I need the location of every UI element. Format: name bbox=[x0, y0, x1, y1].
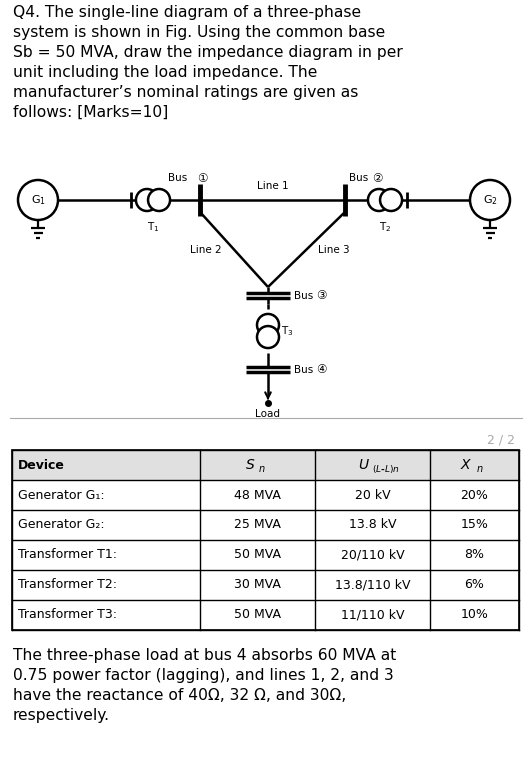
Text: 50 MVA: 50 MVA bbox=[234, 608, 281, 622]
Circle shape bbox=[470, 180, 510, 220]
Circle shape bbox=[257, 326, 279, 348]
Text: Line 2: Line 2 bbox=[190, 245, 222, 255]
Text: $n$: $n$ bbox=[476, 464, 483, 474]
Text: 48 MVA: 48 MVA bbox=[234, 488, 281, 502]
Text: 13.8 kV: 13.8 kV bbox=[349, 518, 396, 532]
Text: 13.8/110 kV: 13.8/110 kV bbox=[335, 579, 410, 591]
Text: Q4. The single-line diagram of a three-phase
system is shown in Fig. Using the c: Q4. The single-line diagram of a three-p… bbox=[13, 5, 403, 120]
Text: Generator G₁:: Generator G₁: bbox=[18, 488, 105, 502]
Text: 15%: 15% bbox=[461, 518, 488, 532]
Text: G$_2$: G$_2$ bbox=[483, 193, 497, 207]
Text: ④: ④ bbox=[316, 363, 327, 376]
Text: The three-phase load at bus 4 absorbs 60 MVA at
0.75 power factor (lagging), and: The three-phase load at bus 4 absorbs 60… bbox=[13, 648, 396, 723]
Text: Load: Load bbox=[255, 409, 280, 419]
Text: Transformer T2:: Transformer T2: bbox=[18, 579, 117, 591]
Circle shape bbox=[136, 189, 158, 211]
Text: $U$: $U$ bbox=[358, 458, 370, 472]
Circle shape bbox=[368, 189, 390, 211]
Text: Bus: Bus bbox=[294, 291, 317, 300]
Text: ②: ② bbox=[372, 172, 383, 184]
Text: 8%: 8% bbox=[464, 549, 485, 561]
Text: Transformer T1:: Transformer T1: bbox=[18, 549, 117, 561]
Text: 50 MVA: 50 MVA bbox=[234, 549, 281, 561]
Text: Transformer T3:: Transformer T3: bbox=[18, 608, 117, 622]
Text: 11/110 kV: 11/110 kV bbox=[341, 608, 404, 622]
Text: 20%: 20% bbox=[461, 488, 488, 502]
Text: $X$: $X$ bbox=[460, 458, 472, 472]
Text: Bus: Bus bbox=[168, 173, 190, 183]
Text: Generator G₂:: Generator G₂: bbox=[18, 518, 105, 532]
Bar bbox=[12, 450, 519, 630]
Text: Device: Device bbox=[18, 459, 65, 471]
Text: G$_1$: G$_1$ bbox=[30, 193, 45, 207]
Text: 10%: 10% bbox=[461, 608, 488, 622]
Circle shape bbox=[380, 189, 402, 211]
Text: ③: ③ bbox=[316, 289, 327, 302]
Text: $n$: $n$ bbox=[259, 464, 266, 474]
Text: Bus: Bus bbox=[294, 365, 317, 375]
Bar bbox=[12, 450, 519, 480]
Text: $S$: $S$ bbox=[245, 458, 255, 472]
Text: T$_3$: T$_3$ bbox=[281, 324, 294, 338]
Text: 20/110 kV: 20/110 kV bbox=[340, 549, 404, 561]
Text: Bus: Bus bbox=[349, 173, 371, 183]
Text: T$_1$: T$_1$ bbox=[147, 220, 159, 234]
Circle shape bbox=[18, 180, 58, 220]
Text: 2 / 2: 2 / 2 bbox=[487, 433, 515, 446]
Text: 25 MVA: 25 MVA bbox=[234, 518, 281, 532]
Text: 30 MVA: 30 MVA bbox=[234, 579, 281, 591]
Text: $(L$-$L)n$: $(L$-$L)n$ bbox=[372, 463, 401, 475]
Circle shape bbox=[148, 189, 170, 211]
Circle shape bbox=[257, 314, 279, 336]
Text: Line 1: Line 1 bbox=[256, 181, 288, 191]
Text: T$_2$: T$_2$ bbox=[379, 220, 391, 234]
Text: ①: ① bbox=[197, 172, 207, 184]
Text: 20 kV: 20 kV bbox=[355, 488, 390, 502]
Text: Line 3: Line 3 bbox=[319, 245, 350, 255]
Text: 6%: 6% bbox=[464, 579, 485, 591]
